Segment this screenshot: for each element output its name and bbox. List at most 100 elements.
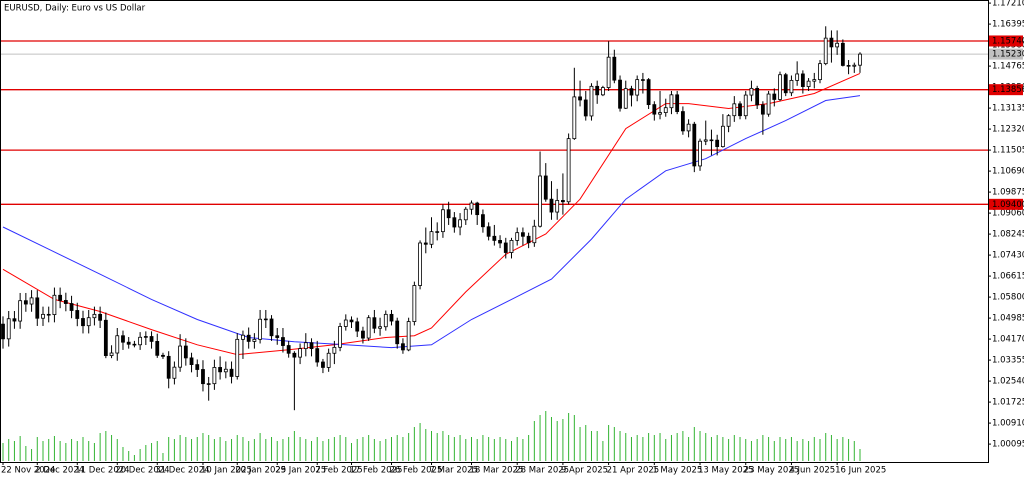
y-tick-label: 1.10690 [992,167,1024,177]
price-label: 1.09400 [992,200,1024,210]
candle-body [743,94,748,117]
candle-body [6,318,11,340]
candle-body [401,343,405,351]
candle-body [663,107,668,114]
candle-body [652,104,657,115]
price-label: 1.15740 [992,36,1024,46]
x-tick-label: 11 Dec 2024 [75,466,129,476]
candle-body [675,94,680,112]
candle-body [503,242,508,253]
candle-body [52,294,57,316]
candle-body [635,79,640,96]
candle-body [789,79,794,94]
chart-title: EURUSD, Daily: Euro vs US Dollar [4,4,146,14]
candle-body [532,225,537,244]
candle-body [618,79,622,109]
candle-body [846,65,851,67]
candle-body [458,219,462,228]
candle-body [366,317,371,339]
candle-body [41,313,45,319]
y-tick-label: 1.14765 [992,62,1024,72]
candle-body [355,321,360,332]
candle-body [806,80,811,87]
candle-body [195,364,200,370]
candle-body [338,326,342,348]
y-tick-label: 1.07430 [992,251,1024,261]
y-tick-label: 1.01725 [992,398,1024,408]
moving-average [2,95,861,349]
price-label-box [989,84,1023,96]
candle-body [589,85,594,117]
candle-body [612,56,617,81]
candle-body [526,235,531,244]
candle-body [109,352,114,356]
candle-body [343,319,348,327]
candle-body [86,317,91,327]
y-tick-label: 1.04985 [992,314,1024,324]
candle-body [206,383,211,385]
candle-body [229,368,234,377]
candle-body [223,368,228,373]
candle-body [732,103,737,117]
x-tick-label: 26 Feb 2025 [390,466,443,476]
y-tick-label: 1.04170 [992,335,1024,345]
candle-body [241,334,245,340]
y-tick-label: 1.17210 [992,0,1024,9]
x-tick-label: 31 Dec 2024 [155,466,209,476]
candle-body [738,103,742,117]
candle-body [166,355,171,379]
candle-body [475,202,480,216]
y-tick-label: 1.09875 [992,188,1024,198]
candle-body [412,285,417,322]
candle-body [778,74,782,100]
candle-body [486,226,491,237]
candle-body [606,56,611,89]
candle-body [63,300,68,304]
candle-body [218,367,223,373]
candle-body [572,96,577,140]
x-tick-label: 4 Jun 2025 [789,466,835,476]
x-tick-label: 21 Apr 2025 [607,466,660,476]
candle-body [235,338,240,377]
candle-body [481,214,485,228]
candle-body [800,73,805,87]
candle-body [766,93,771,115]
candle-body [463,208,468,221]
y-tick-label: 1.08245 [992,230,1024,240]
candle-body [715,139,720,148]
candle-body [349,319,354,323]
candle-body [658,112,662,115]
x-tick-label: 18 Mar 2025 [469,466,523,476]
candle-body [566,138,571,203]
candle-body [829,37,834,48]
candle-body [835,42,840,48]
candle-body [429,231,434,245]
candle-body [81,318,85,327]
x-tick-label: 7 Feb 2025 [315,466,363,476]
candle-body [755,87,760,106]
y-tick-label: 1.00910 [992,419,1024,429]
candle-body [29,297,34,305]
candle-body [601,87,605,96]
candle-body [783,74,788,94]
x-tick-label: 13 May 2025 [698,466,753,476]
x-tick-label: 1 May 2025 [652,466,702,476]
candle-body [852,64,857,67]
candle-body [326,352,331,368]
candle-body [561,200,565,203]
candle-body [640,79,645,81]
candle-body [646,79,651,106]
candle-body [201,369,205,385]
candle-body [749,87,754,96]
x-tick-label: 10 Jan 2025 [201,466,252,476]
candle-body [1,323,5,340]
y-tick-label: 1.11505 [992,146,1024,156]
candle-body [418,242,422,286]
candle-body [452,217,457,228]
price-label-box [989,48,1023,60]
candle-body [286,345,291,354]
candle-body [126,341,131,345]
candle-body [332,346,337,354]
candle-body [275,335,280,338]
